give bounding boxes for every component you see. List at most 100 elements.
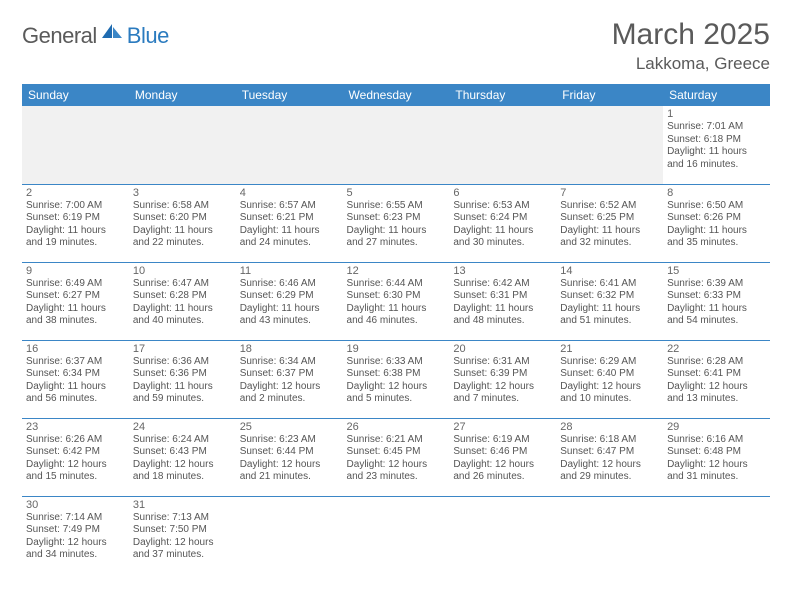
daylight-line2: and 38 minutes. bbox=[26, 315, 125, 328]
day-number: 16 bbox=[26, 343, 125, 355]
day-info: Sunrise: 6:52 AMSunset: 6:25 PMDaylight:… bbox=[560, 200, 659, 250]
sunset-text: Sunset: 6:47 PM bbox=[560, 446, 659, 459]
sunrise-text: Sunrise: 6:37 AM bbox=[26, 356, 125, 369]
daylight-line2: and 2 minutes. bbox=[240, 393, 339, 406]
sunset-text: Sunset: 7:50 PM bbox=[133, 524, 232, 537]
daylight-line2: and 22 minutes. bbox=[133, 237, 232, 250]
sunset-text: Sunset: 6:19 PM bbox=[26, 212, 125, 225]
brand-part1: General bbox=[22, 23, 97, 49]
sunrise-text: Sunrise: 6:34 AM bbox=[240, 356, 339, 369]
day-number: 19 bbox=[347, 343, 446, 355]
calendar-cell: 18Sunrise: 6:34 AMSunset: 6:37 PMDayligh… bbox=[236, 340, 343, 418]
sunrise-text: Sunrise: 6:52 AM bbox=[560, 200, 659, 213]
daylight-line1: Daylight: 11 hours bbox=[26, 225, 125, 238]
calendar-cell bbox=[449, 496, 556, 566]
daylight-line2: and 48 minutes. bbox=[453, 315, 552, 328]
day-header: Sunday bbox=[22, 84, 129, 106]
calendar-cell: 11Sunrise: 6:46 AMSunset: 6:29 PMDayligh… bbox=[236, 262, 343, 340]
calendar-cell bbox=[236, 106, 343, 184]
day-info: Sunrise: 6:50 AMSunset: 6:26 PMDaylight:… bbox=[667, 200, 766, 250]
daylight-line1: Daylight: 12 hours bbox=[240, 459, 339, 472]
daylight-line2: and 21 minutes. bbox=[240, 471, 339, 484]
sunrise-text: Sunrise: 6:16 AM bbox=[667, 434, 766, 447]
sunset-text: Sunset: 6:25 PM bbox=[560, 212, 659, 225]
sunset-text: Sunset: 6:30 PM bbox=[347, 290, 446, 303]
sunrise-text: Sunrise: 6:49 AM bbox=[26, 278, 125, 291]
day-info: Sunrise: 6:37 AMSunset: 6:34 PMDaylight:… bbox=[26, 356, 125, 406]
day-info: Sunrise: 6:21 AMSunset: 6:45 PMDaylight:… bbox=[347, 434, 446, 484]
day-number: 26 bbox=[347, 421, 446, 433]
day-info: Sunrise: 6:41 AMSunset: 6:32 PMDaylight:… bbox=[560, 278, 659, 328]
day-number: 8 bbox=[667, 187, 766, 199]
day-info: Sunrise: 7:13 AMSunset: 7:50 PMDaylight:… bbox=[133, 512, 232, 562]
calendar-week: 1Sunrise: 7:01 AMSunset: 6:18 PMDaylight… bbox=[22, 106, 770, 184]
calendar-cell bbox=[556, 496, 663, 566]
brand-part2: Blue bbox=[127, 23, 169, 49]
daylight-line1: Daylight: 12 hours bbox=[560, 381, 659, 394]
day-number: 20 bbox=[453, 343, 552, 355]
sunrise-text: Sunrise: 6:21 AM bbox=[347, 434, 446, 447]
daylight-line2: and 40 minutes. bbox=[133, 315, 232, 328]
day-number: 24 bbox=[133, 421, 232, 433]
daylight-line1: Daylight: 12 hours bbox=[133, 459, 232, 472]
daylight-line1: Daylight: 11 hours bbox=[667, 146, 766, 159]
calendar-body: 1Sunrise: 7:01 AMSunset: 6:18 PMDaylight… bbox=[22, 106, 770, 566]
calendar-cell: 23Sunrise: 6:26 AMSunset: 6:42 PMDayligh… bbox=[22, 418, 129, 496]
day-number: 12 bbox=[347, 265, 446, 277]
daylight-line2: and 5 minutes. bbox=[347, 393, 446, 406]
calendar-cell: 9Sunrise: 6:49 AMSunset: 6:27 PMDaylight… bbox=[22, 262, 129, 340]
sunrise-text: Sunrise: 6:23 AM bbox=[240, 434, 339, 447]
day-info: Sunrise: 6:44 AMSunset: 6:30 PMDaylight:… bbox=[347, 278, 446, 328]
daylight-line2: and 10 minutes. bbox=[560, 393, 659, 406]
daylight-line2: and 13 minutes. bbox=[667, 393, 766, 406]
day-header: Friday bbox=[556, 84, 663, 106]
calendar-week: 30Sunrise: 7:14 AMSunset: 7:49 PMDayligh… bbox=[22, 496, 770, 566]
calendar-cell: 6Sunrise: 6:53 AMSunset: 6:24 PMDaylight… bbox=[449, 184, 556, 262]
calendar-cell: 22Sunrise: 6:28 AMSunset: 6:41 PMDayligh… bbox=[663, 340, 770, 418]
daylight-line1: Daylight: 12 hours bbox=[560, 459, 659, 472]
sunrise-text: Sunrise: 6:18 AM bbox=[560, 434, 659, 447]
daylight-line1: Daylight: 12 hours bbox=[240, 381, 339, 394]
calendar-cell: 16Sunrise: 6:37 AMSunset: 6:34 PMDayligh… bbox=[22, 340, 129, 418]
daylight-line1: Daylight: 11 hours bbox=[26, 303, 125, 316]
day-info: Sunrise: 6:53 AMSunset: 6:24 PMDaylight:… bbox=[453, 200, 552, 250]
sunrise-text: Sunrise: 6:36 AM bbox=[133, 356, 232, 369]
day-number: 10 bbox=[133, 265, 232, 277]
day-number: 29 bbox=[667, 421, 766, 433]
calendar-cell: 2Sunrise: 7:00 AMSunset: 6:19 PMDaylight… bbox=[22, 184, 129, 262]
sunset-text: Sunset: 6:39 PM bbox=[453, 368, 552, 381]
day-number: 28 bbox=[560, 421, 659, 433]
day-number: 7 bbox=[560, 187, 659, 199]
sunrise-text: Sunrise: 6:24 AM bbox=[133, 434, 232, 447]
day-info: Sunrise: 6:42 AMSunset: 6:31 PMDaylight:… bbox=[453, 278, 552, 328]
daylight-line1: Daylight: 11 hours bbox=[453, 225, 552, 238]
day-number: 31 bbox=[133, 499, 232, 511]
daylight-line2: and 18 minutes. bbox=[133, 471, 232, 484]
calendar-cell bbox=[556, 106, 663, 184]
sunrise-text: Sunrise: 6:42 AM bbox=[453, 278, 552, 291]
calendar-cell bbox=[343, 106, 450, 184]
calendar-cell: 28Sunrise: 6:18 AMSunset: 6:47 PMDayligh… bbox=[556, 418, 663, 496]
calendar-cell: 20Sunrise: 6:31 AMSunset: 6:39 PMDayligh… bbox=[449, 340, 556, 418]
day-info: Sunrise: 6:39 AMSunset: 6:33 PMDaylight:… bbox=[667, 278, 766, 328]
sunset-text: Sunset: 6:31 PM bbox=[453, 290, 552, 303]
day-header: Thursday bbox=[449, 84, 556, 106]
day-header: Saturday bbox=[663, 84, 770, 106]
day-number: 9 bbox=[26, 265, 125, 277]
day-number: 30 bbox=[26, 499, 125, 511]
sunset-text: Sunset: 6:23 PM bbox=[347, 212, 446, 225]
day-number: 27 bbox=[453, 421, 552, 433]
day-info: Sunrise: 6:28 AMSunset: 6:41 PMDaylight:… bbox=[667, 356, 766, 406]
sunrise-text: Sunrise: 6:19 AM bbox=[453, 434, 552, 447]
calendar-week: 9Sunrise: 6:49 AMSunset: 6:27 PMDaylight… bbox=[22, 262, 770, 340]
sunrise-text: Sunrise: 6:33 AM bbox=[347, 356, 446, 369]
daylight-line2: and 35 minutes. bbox=[667, 237, 766, 250]
daylight-line2: and 23 minutes. bbox=[347, 471, 446, 484]
daylight-line2: and 19 minutes. bbox=[26, 237, 125, 250]
month-title: March 2025 bbox=[612, 18, 770, 52]
sunset-text: Sunset: 6:18 PM bbox=[667, 134, 766, 147]
daylight-line2: and 29 minutes. bbox=[560, 471, 659, 484]
calendar-cell: 31Sunrise: 7:13 AMSunset: 7:50 PMDayligh… bbox=[129, 496, 236, 566]
day-info: Sunrise: 6:55 AMSunset: 6:23 PMDaylight:… bbox=[347, 200, 446, 250]
sunset-text: Sunset: 6:21 PM bbox=[240, 212, 339, 225]
